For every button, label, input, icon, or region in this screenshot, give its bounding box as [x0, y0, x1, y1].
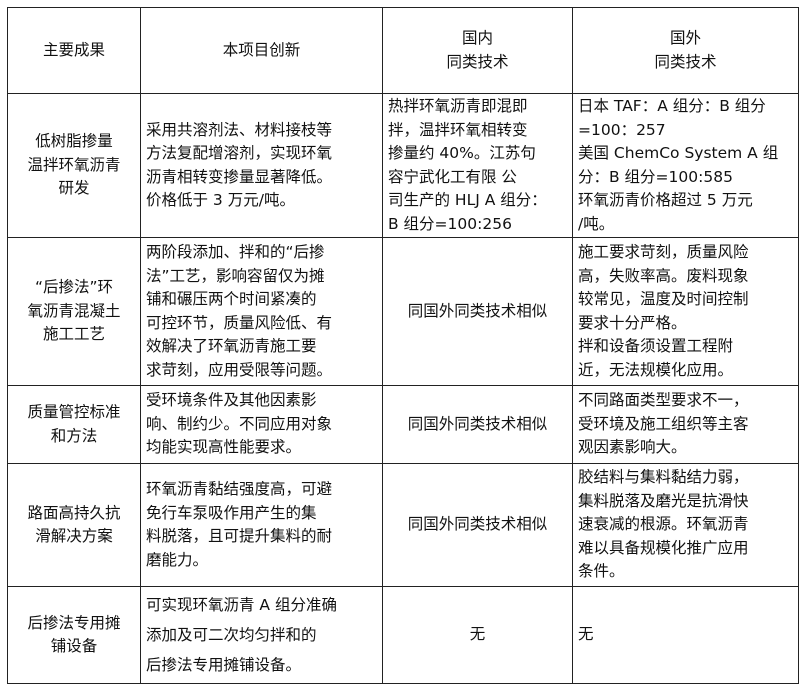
cell-achievement: 质量管控标准 和方法	[7, 385, 141, 464]
cell-innovation: 可实现环氧沥青 A 组分准确 添加及可二次均匀拌和的 后掺法专用摊铺设备。	[140, 586, 383, 684]
cell-domestic: 无	[382, 586, 573, 684]
cell-innovation: 两阶段添加、拌和的“后掺 法”工艺，影响容留仅为摊 铺和碾压两个时间紧凑的 可控…	[140, 237, 383, 386]
header-row: 主要成果 本项目创新 国内 同类技术 国外 同类技术	[7, 7, 799, 94]
cell-foreign: 不同路面类型要求不一， 受环境及施工组织等主客 观因素影响大。	[572, 385, 799, 464]
cell-domestic: 同国外同类技术相似	[382, 385, 573, 464]
cell-innovation: 环氧沥青黏结强度高，可避 免行车泵吸作用产生的集 料脱落，且可提升集料的耐 磨能…	[140, 463, 383, 587]
cell-achievement: 路面高持久抗 滑解决方案	[7, 463, 141, 587]
header-achievement: 主要成果	[7, 7, 141, 94]
table-row: 低树脂掺量 温拌环氧沥青 研发 采用共溶剂法、材料接枝等 方法复配增溶剂，实现环…	[7, 93, 799, 238]
cell-achievement: 低树脂掺量 温拌环氧沥青 研发	[7, 93, 141, 238]
cell-foreign: 施工要求苛刻，质量风险 高，失败率高。废料现象 较常见，温度及时间控制 要求十分…	[572, 237, 799, 386]
cell-foreign: 胶结料与集料黏结力弱， 集料脱落及磨光是抗滑快 速衰减的根源。环氧沥青 难以具备…	[572, 463, 799, 587]
cell-foreign: 无	[572, 586, 799, 684]
header-innovation: 本项目创新	[140, 7, 383, 94]
table-row: 后掺法专用摊 铺设备 可实现环氧沥青 A 组分准确 添加及可二次均匀拌和的 后掺…	[7, 586, 799, 684]
cell-domestic: 同国外同类技术相似	[382, 463, 573, 587]
table-row: 路面高持久抗 滑解决方案 环氧沥青黏结强度高，可避 免行车泵吸作用产生的集 料脱…	[7, 463, 799, 587]
cell-innovation: 受环境条件及其他因素影 响、制约少。不同应用对象 均能实现高性能要求。	[140, 385, 383, 464]
cell-domestic: 同国外同类技术相似	[382, 237, 573, 386]
cell-innovation: 采用共溶剂法、材料接枝等 方法复配增溶剂，实现环氧 沥青相转变掺量显著降低。 价…	[140, 93, 383, 238]
table-row: 质量管控标准 和方法 受环境条件及其他因素影 响、制约少。不同应用对象 均能实现…	[7, 385, 799, 464]
header-foreign: 国外 同类技术	[572, 7, 799, 94]
cell-achievement: “后掺法”环 氧沥青混凝土 施工工艺	[7, 237, 141, 386]
cell-foreign: 日本 TAF：A 组分：B 组分 =100：257 美国 ChemCo Syst…	[572, 93, 799, 238]
table-row: “后掺法”环 氧沥青混凝土 施工工艺 两阶段添加、拌和的“后掺 法”工艺，影响容…	[7, 237, 799, 386]
comparison-table: 主要成果 本项目创新 国内 同类技术 国外 同类技术 低树脂掺量 温拌环氧沥青 …	[7, 7, 799, 684]
cell-achievement: 后掺法专用摊 铺设备	[7, 586, 141, 684]
cell-domestic: 热拌环氧沥青即混即 拌，温拌环氧相转变 掺量约 40%。江苏句 容宁武化工有限 …	[382, 93, 573, 238]
header-domestic: 国内 同类技术	[382, 7, 573, 94]
